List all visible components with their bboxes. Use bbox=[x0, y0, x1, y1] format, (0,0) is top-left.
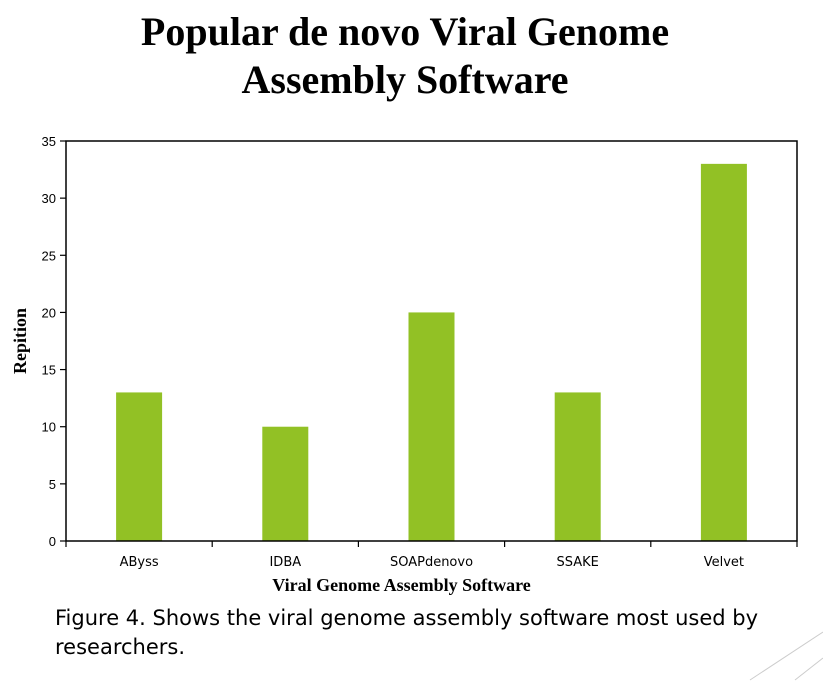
x-tick-label: AByss bbox=[120, 555, 159, 570]
bar-chart: 0 5 10 15 20 25 30 35 AByss IDBA SOAPdenovo SSAKE V… bbox=[10, 134, 798, 595]
bar-series bbox=[116, 163, 747, 541]
caption-line-1: Figure 4. Shows the viral genome assembl… bbox=[55, 606, 758, 630]
chart-title: Popular de novo Viral Genome Assembly So… bbox=[0, 8, 810, 104]
x-tick-label: SSAKE bbox=[557, 555, 599, 570]
y-tick-label: 20 bbox=[42, 305, 56, 320]
y-tick-label: 15 bbox=[42, 363, 56, 378]
bar-abyss bbox=[116, 392, 163, 541]
y-tick-label: 5 bbox=[49, 477, 56, 492]
x-axis: AByss IDBA SOAPdenovo SSAKE Velvet bbox=[65, 541, 798, 570]
x-tick-label: SOAPdenovo bbox=[390, 555, 473, 570]
y-tick-label: 35 bbox=[42, 134, 56, 149]
figure-caption: Figure 4. Shows the viral genome assembl… bbox=[55, 604, 795, 662]
x-tick-label: Velvet bbox=[704, 555, 744, 570]
slide-corner-decoration bbox=[749, 631, 823, 681]
y-axis-label: Repition bbox=[10, 308, 30, 374]
chart-title-line-1: Popular de novo Viral Genome bbox=[140, 9, 670, 54]
plot-area-frame bbox=[65, 140, 798, 542]
bar-idba bbox=[262, 426, 309, 541]
chart-title-line-2: Assembly Software bbox=[241, 57, 569, 102]
y-tick-label: 30 bbox=[42, 191, 56, 206]
bar-ssake bbox=[554, 392, 601, 541]
x-tick-label: IDBA bbox=[269, 555, 301, 570]
y-tick-label: 0 bbox=[49, 534, 56, 549]
bar-velvet bbox=[700, 163, 747, 541]
y-tick-label: 10 bbox=[42, 420, 56, 435]
x-axis-label: Viral Genome Assembly Software bbox=[272, 575, 530, 595]
bar-soapdenovo bbox=[408, 312, 455, 541]
caption-line-2: researchers. bbox=[55, 635, 186, 659]
y-tick-label: 25 bbox=[42, 248, 56, 263]
y-axis: 0 5 10 15 20 25 30 35 bbox=[42, 134, 66, 549]
